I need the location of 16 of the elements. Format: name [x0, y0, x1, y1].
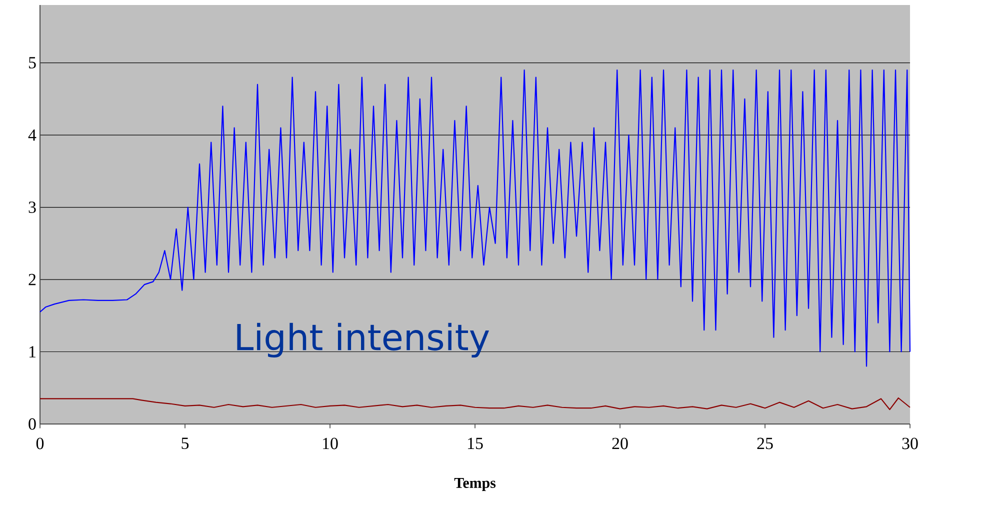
- y-tick-label: 1: [29, 346, 36, 358]
- y-tick-label: 0: [28, 418, 36, 430]
- y-tick-label: 3: [28, 202, 36, 213]
- x-tick-label: 10: [323, 438, 338, 450]
- line-series: [39, 69, 911, 367]
- y-tick-label: 5: [28, 57, 36, 68]
- x-tick-label: 30: [902, 438, 918, 450]
- x-tick-label: 15: [468, 438, 483, 450]
- x-axis-title: Temps: [454, 478, 496, 492]
- x-tick-label: 0: [36, 438, 44, 450]
- x-tick-label: 20: [612, 438, 628, 450]
- y-tick-label: 4: [28, 129, 36, 141]
- x-tick-label: 5: [182, 438, 189, 450]
- x-tick-label: 25: [757, 438, 773, 450]
- y-tick-label: 2: [28, 274, 36, 286]
- annotation: Light intensity: [237, 322, 490, 358]
